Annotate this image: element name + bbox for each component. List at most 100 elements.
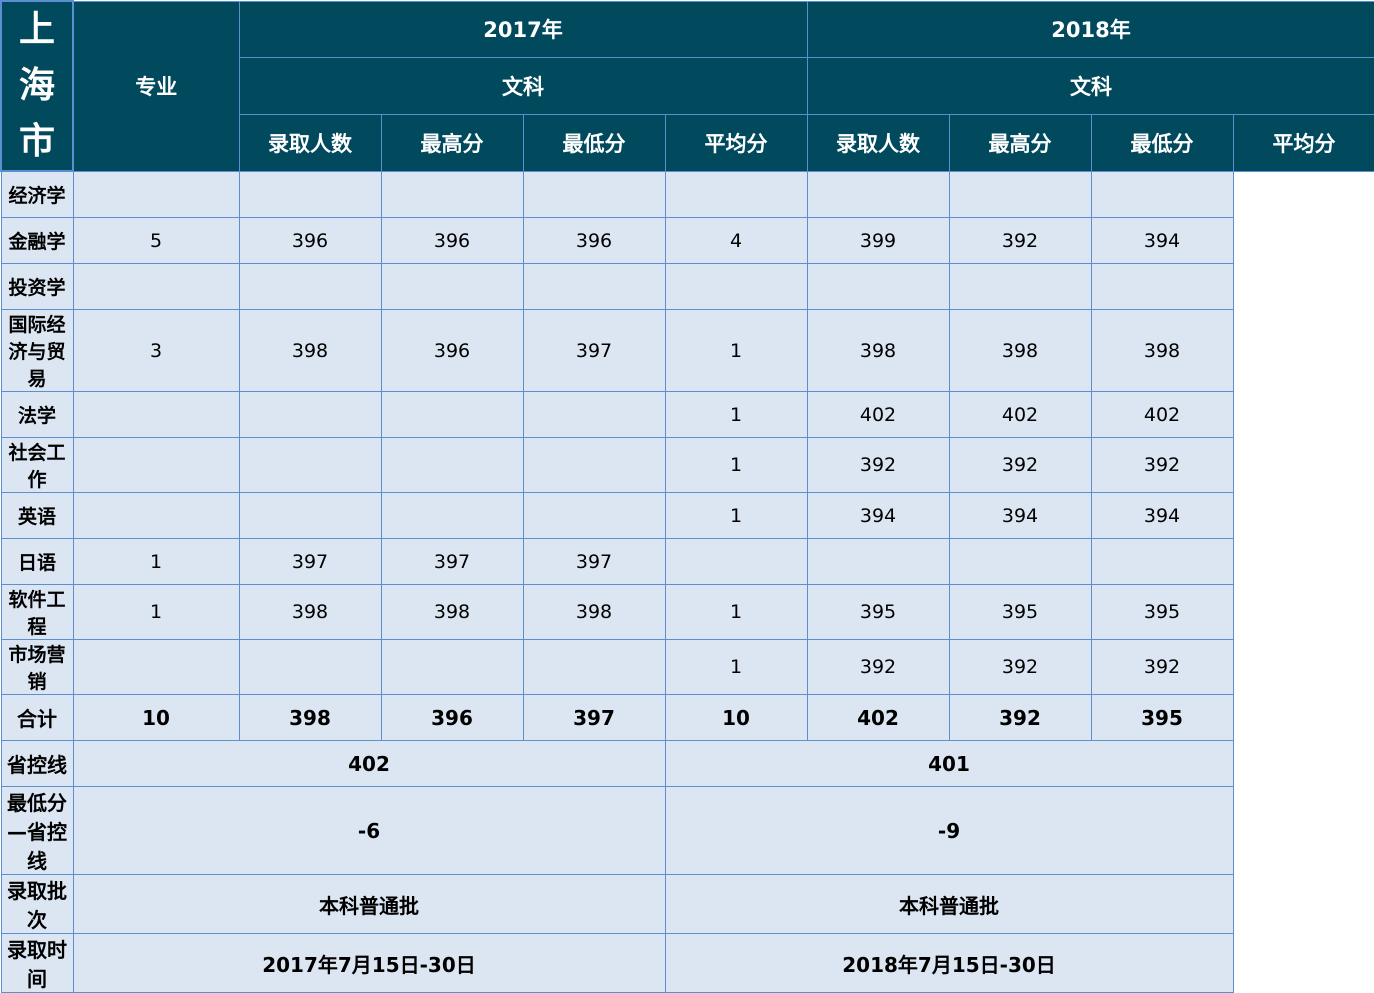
region-label: 上海市 xyxy=(0,0,74,172)
major-name: 社会工作 xyxy=(0,437,74,493)
major-name: 日语 xyxy=(0,538,74,585)
total-cell: 395 xyxy=(1090,694,1234,741)
score-cell xyxy=(522,170,666,218)
total-cell: 10 xyxy=(72,694,240,741)
score-cell xyxy=(948,170,1092,218)
score-cell: 392 xyxy=(1090,437,1234,493)
score-cell: 1 xyxy=(664,584,808,640)
total-label: 合计 xyxy=(0,694,74,741)
score-cell: 395 xyxy=(806,584,950,640)
score-cell: 4 xyxy=(664,217,808,264)
summary-cell: -9 xyxy=(664,786,1234,875)
score-cell xyxy=(238,170,382,218)
score-cell: 3 xyxy=(72,309,240,392)
score-cell xyxy=(664,263,808,310)
score-cell: 397 xyxy=(238,538,382,585)
major-name: 投资学 xyxy=(0,263,74,310)
score-cell xyxy=(948,538,1092,585)
score-cell xyxy=(238,492,382,539)
score-cell xyxy=(1090,170,1234,218)
table-row: 英语 1 394 394 394 xyxy=(0,492,1374,539)
score-cell: 398 xyxy=(238,309,382,392)
summary-row: 最低分—省控线 -6 -9 xyxy=(0,786,1374,875)
score-cell: 397 xyxy=(522,309,666,392)
summary-cell: -6 xyxy=(72,786,666,875)
summary-row: 省控线 402 401 xyxy=(0,740,1374,787)
score-cell: 397 xyxy=(380,538,524,585)
score-cell xyxy=(948,263,1092,310)
score-cell xyxy=(72,263,240,310)
score-cell xyxy=(806,263,950,310)
summary-cell: 本科普通批 xyxy=(72,874,666,934)
score-cell: 398 xyxy=(522,584,666,640)
score-cell: 392 xyxy=(806,639,950,695)
score-cell: 1 xyxy=(664,639,808,695)
summary-cell: 2017年7月15日-30日 xyxy=(72,933,666,993)
category-header-2018: 文科 xyxy=(806,57,1374,115)
score-cell: 396 xyxy=(380,309,524,392)
score-cell xyxy=(522,437,666,493)
score-cell xyxy=(380,492,524,539)
score-cell: 402 xyxy=(1090,391,1234,438)
column-header: 录取人数 xyxy=(238,113,382,172)
score-cell: 398 xyxy=(1090,309,1234,392)
total-row: 合计 10 398 396 397 10 402 392 395 xyxy=(0,694,1374,741)
score-cell: 392 xyxy=(948,217,1092,264)
score-cell: 392 xyxy=(1090,639,1234,695)
summary-label: 最低分—省控线 xyxy=(0,786,74,875)
total-cell: 397 xyxy=(522,694,666,741)
score-cell: 398 xyxy=(380,584,524,640)
score-cell xyxy=(72,639,240,695)
score-cell: 398 xyxy=(948,309,1092,392)
score-cell: 1 xyxy=(664,492,808,539)
score-cell: 392 xyxy=(806,437,950,493)
score-cell xyxy=(380,170,524,218)
score-cell xyxy=(380,437,524,493)
score-cell xyxy=(806,538,950,585)
score-cell xyxy=(238,263,382,310)
major-header: 专业 xyxy=(72,0,240,172)
column-header: 平均分 xyxy=(1232,113,1374,172)
score-cell: 397 xyxy=(522,538,666,585)
score-cell xyxy=(1090,263,1234,310)
score-cell: 394 xyxy=(948,492,1092,539)
score-cell xyxy=(522,492,666,539)
score-cell: 398 xyxy=(806,309,950,392)
score-cell xyxy=(238,639,382,695)
score-cell xyxy=(238,437,382,493)
score-cell: 394 xyxy=(1090,492,1234,539)
score-cell: 5 xyxy=(72,217,240,264)
score-cell: 402 xyxy=(948,391,1092,438)
score-cell: 1 xyxy=(664,309,808,392)
column-header: 最高分 xyxy=(948,113,1092,172)
score-cell: 394 xyxy=(806,492,950,539)
major-name: 金融学 xyxy=(0,217,74,264)
year-header-2018: 2018年 xyxy=(806,0,1374,59)
table-row: 法学 1 402 402 402 xyxy=(0,391,1374,438)
score-cell: 1 xyxy=(664,437,808,493)
score-cell xyxy=(806,170,950,218)
summary-label: 录取批次 xyxy=(0,874,74,934)
score-cell xyxy=(1090,538,1234,585)
year-header-2017: 2017年 xyxy=(238,0,808,59)
score-cell xyxy=(72,391,240,438)
column-header: 最高分 xyxy=(380,113,524,172)
score-cell xyxy=(522,391,666,438)
total-cell: 402 xyxy=(806,694,950,741)
total-cell: 10 xyxy=(664,694,808,741)
score-cell xyxy=(522,639,666,695)
table-row: 金融学 5 396 396 396 4 399 392 394 xyxy=(0,217,1374,264)
summary-cell: 2018年7月15日-30日 xyxy=(664,933,1234,993)
column-header: 录取人数 xyxy=(806,113,950,172)
score-cell xyxy=(380,391,524,438)
column-header: 平均分 xyxy=(664,113,808,172)
score-cell xyxy=(72,437,240,493)
score-cell: 392 xyxy=(948,639,1092,695)
table-row: 投资学 xyxy=(0,263,1374,310)
score-cell xyxy=(238,391,382,438)
table-row: 软件工程 1 398 398 398 1 395 395 395 xyxy=(0,584,1374,640)
column-header: 最低分 xyxy=(522,113,666,172)
major-name: 国际经济与贸易 xyxy=(0,309,74,392)
score-cell xyxy=(72,492,240,539)
